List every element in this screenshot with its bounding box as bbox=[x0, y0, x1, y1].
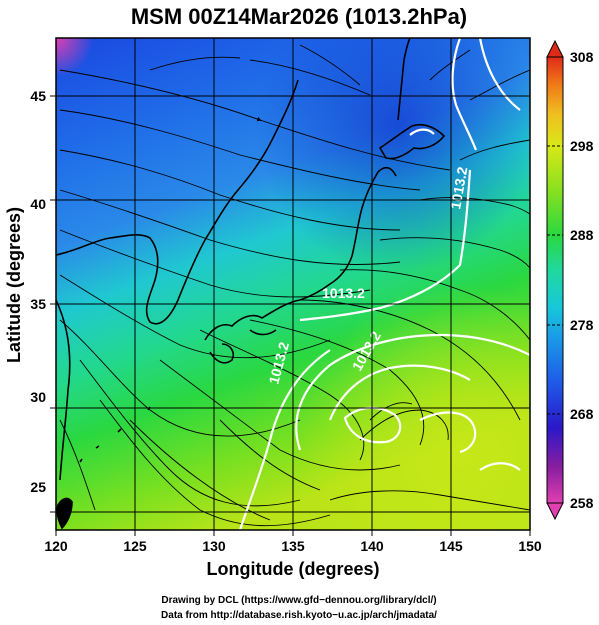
colorbar-scale bbox=[546, 56, 564, 504]
colorbar-tick: 278 bbox=[570, 317, 594, 333]
x-axis-label: Longitude (degrees) bbox=[206, 559, 379, 579]
tick-marks bbox=[50, 95, 531, 536]
y-tick-label: 25 bbox=[30, 479, 46, 495]
plot-area: 1013.2 1013.2 1013.2 1013.2 bbox=[56, 38, 530, 530]
y-tick-label: 40 bbox=[30, 196, 46, 212]
x-tick-label: 135 bbox=[281, 538, 305, 554]
x-tick-label: 130 bbox=[202, 538, 226, 554]
colorbar-tick: 288 bbox=[570, 227, 594, 243]
colorbar-tick: 258 bbox=[570, 495, 594, 511]
credit-drawing: Drawing by DCL (https://www.gfd−dennou.o… bbox=[161, 595, 436, 606]
x-tick-label: 120 bbox=[44, 538, 68, 554]
x-tick-label: 140 bbox=[360, 538, 384, 554]
y-tick-label: 35 bbox=[30, 296, 46, 312]
y-tick-label: 45 bbox=[30, 88, 46, 104]
map-title: MSM 00Z14Mar2026 (1013.2hPa) bbox=[131, 4, 467, 29]
isobars bbox=[238, 38, 530, 530]
streamlines bbox=[59, 44, 530, 527]
colorbar: 308 298 288 278 268 258 bbox=[546, 39, 594, 521]
coastlines bbox=[56, 38, 446, 530]
credit-data: Data from http://database.rish.kyoto−u.a… bbox=[161, 610, 437, 621]
colorbar-tick: 298 bbox=[570, 138, 594, 154]
y-tick-labels: 25 30 35 40 45 bbox=[30, 88, 46, 495]
y-tick-label: 30 bbox=[30, 389, 46, 405]
colorbar-tick: 268 bbox=[570, 406, 594, 422]
isobar-label: 1013.2 bbox=[322, 285, 365, 301]
x-tick-label: 125 bbox=[123, 538, 147, 554]
colorbar-tick: 308 bbox=[570, 49, 594, 65]
colorbar-max-arrow bbox=[546, 39, 564, 58]
colorbar-min-arrow bbox=[546, 502, 564, 521]
x-tick-label: 145 bbox=[439, 538, 463, 554]
x-tick-labels: 120 125 130 135 140 145 150 bbox=[44, 538, 542, 554]
graticule bbox=[56, 38, 530, 530]
y-axis-label: Latitude (degrees) bbox=[4, 207, 24, 363]
isobar-label: 1013.2 bbox=[447, 165, 470, 210]
x-tick-label: 150 bbox=[518, 538, 542, 554]
